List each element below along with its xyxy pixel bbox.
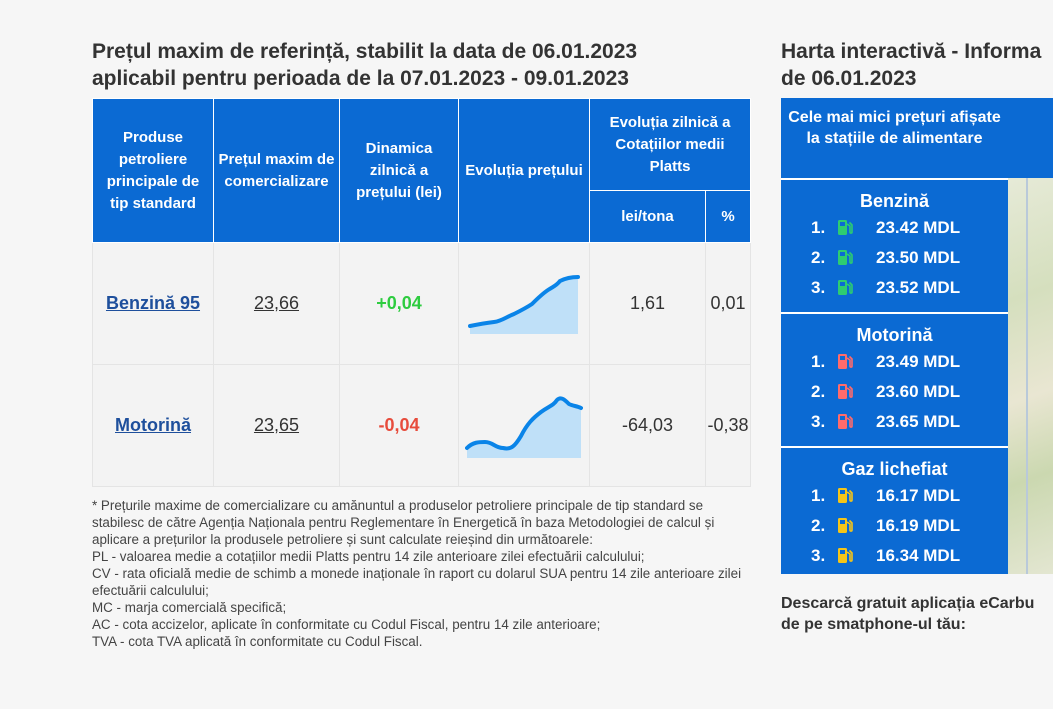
price: 16.19 MDL — [876, 516, 961, 535]
panel-heading: Cele mai mici prețuri afișate la stațiil… — [788, 109, 1001, 147]
title-line-1: Prețul maxim de referință, stabilit la d… — [92, 40, 638, 63]
fuel-block-motorina: Motorină 1. 23.49 MDL 2. 23.60 MDL 3. 23.65… — [781, 312, 1008, 444]
price-row[interactable]: 1. 23.42 MDL — [781, 212, 1008, 242]
lei-tona-value: 1,61 — [589, 242, 706, 365]
fuel-block-benzina: Benzină 1. 23.42 MDL 2. 23.50 MDL 3. 23.52 … — [781, 178, 1008, 310]
price-row[interactable]: 1. 16.17 MDL — [781, 480, 1008, 510]
map-title: Harta interactivă - Informa de 06.01.202… — [781, 38, 1053, 92]
rank: 3. — [811, 278, 826, 297]
interactive-map[interactable] — [1008, 178, 1053, 574]
fuel-title: Gaz lichefiat — [841, 459, 948, 479]
price-row[interactable]: 1. 23.49 MDL — [781, 346, 1008, 376]
download-app-text: Descarcă gratuit aplicația eCarbu de pe … — [781, 593, 1053, 635]
map-title-line-2: de 06.01.2023 — [781, 67, 917, 90]
dynamic-value: -0,04 — [378, 415, 420, 435]
rank: 2. — [811, 516, 826, 535]
header-percent: % — [704, 190, 752, 243]
fuel-pump-icon — [837, 278, 853, 296]
note-line: CV - rata oficială medie de schimb a mon… — [92, 566, 742, 598]
download-line-2: de pe smatphone-ul tău: — [781, 616, 966, 633]
percent-value: 0,01 — [704, 242, 752, 365]
lowest-prices-panel: Cele mai mici prețuri afișate la stațiil… — [781, 98, 1053, 574]
product-link-benzina[interactable]: Benzină 95 — [105, 293, 201, 313]
table-row: Benzină 95 23,66 +0,04 1,61 0,01 — [92, 242, 752, 365]
fuel-pump-icon — [837, 516, 853, 534]
price-row[interactable]: 3. 16.34 MDL — [781, 540, 1008, 570]
page-title: Prețul maxim de referință, stabilit la d… — [92, 38, 732, 92]
price-row[interactable]: 3. 23.65 MDL — [781, 406, 1008, 436]
rank: 1. — [811, 486, 826, 505]
price-value[interactable]: 23,66 — [253, 293, 300, 313]
price-trend-sparkline — [465, 395, 583, 458]
fuel-pump-icon — [837, 352, 853, 370]
rank: 3. — [811, 412, 826, 431]
fuel-pump-icon — [837, 218, 853, 236]
price: 23.50 MDL — [876, 248, 961, 267]
product-link-motorina[interactable]: Motorină — [115, 415, 191, 435]
header-max-price: Prețul maxim de comercializare — [213, 98, 340, 243]
price: 23.49 MDL — [876, 352, 961, 371]
fuel-pump-icon — [837, 546, 853, 564]
fuel-pump-icon — [837, 486, 853, 504]
header-lei-tona: lei/tona — [589, 190, 706, 243]
rank: 2. — [811, 382, 826, 401]
price-row[interactable]: 2. 23.60 MDL — [781, 376, 1008, 406]
price: 16.17 MDL — [876, 486, 961, 505]
percent-value: -0,38 — [704, 364, 752, 487]
price: 23.60 MDL — [876, 382, 961, 401]
price-row[interactable]: 2. 23.50 MDL — [781, 242, 1008, 272]
header-dynamics: Dinamica zilnică a prețului (lei) — [339, 98, 459, 243]
rank: 2. — [811, 248, 826, 267]
note-line: * Prețurile maxime de comercializare cu … — [92, 498, 715, 547]
price-value[interactable]: 23,65 — [253, 415, 300, 435]
price: 23.52 MDL — [876, 278, 961, 297]
download-line-1: Descarcă gratuit aplicația eCarbu — [781, 595, 1035, 612]
map-river — [1026, 178, 1028, 574]
price-trend-sparkline — [468, 274, 580, 334]
table-row: Motorină 23,65 -0,04 -64,03 -0,38 — [92, 364, 752, 487]
price-row[interactable]: 3. 23.52 MDL — [781, 272, 1008, 302]
rank: 1. — [811, 352, 826, 371]
title-line-2: aplicabil pentru perioada de la 07.01.20… — [92, 67, 629, 90]
price: 23.65 MDL — [876, 412, 961, 431]
header-platts: Evoluția zilnică a Cotațiilor medii Plat… — [588, 98, 752, 191]
note-line: AC - cota accizelor, aplicate în conform… — [92, 617, 601, 632]
rank: 3. — [811, 546, 826, 565]
rank: 1. — [811, 218, 826, 237]
fuel-title: Motorină — [856, 325, 933, 345]
note-line: PL - valoarea medie a cotațiilor medii P… — [92, 549, 645, 564]
lei-tona-value: -64,03 — [589, 364, 706, 487]
fuel-pump-icon — [837, 382, 853, 400]
note-line: MC - marja comercială specifică; — [92, 600, 287, 615]
price-row[interactable]: 2. 16.19 MDL — [781, 510, 1008, 540]
header-evolution: Evoluția prețului — [458, 98, 590, 243]
dynamic-value: +0,04 — [376, 293, 422, 313]
price: 23.42 MDL — [876, 218, 961, 237]
methodology-notes: * Prețurile maxime de comercializare cu … — [92, 497, 742, 650]
fuel-pump-icon — [837, 412, 853, 430]
fuel-block-gaz: Gaz lichefiat 1. 16.17 MDL 2. 16.19 MDL 3.… — [781, 446, 1008, 574]
price-table: Produse petroliere principale de tip sta… — [92, 98, 752, 487]
map-title-line-1: Harta interactivă - Informa — [781, 40, 1042, 63]
fuel-pump-icon — [837, 248, 853, 266]
header-product: Produse petroliere principale de tip sta… — [92, 98, 214, 243]
price: 16.34 MDL — [876, 546, 961, 565]
note-line: TVA - cota TVA aplicată în conformitate … — [92, 634, 423, 649]
fuel-title: Benzină — [859, 191, 929, 211]
